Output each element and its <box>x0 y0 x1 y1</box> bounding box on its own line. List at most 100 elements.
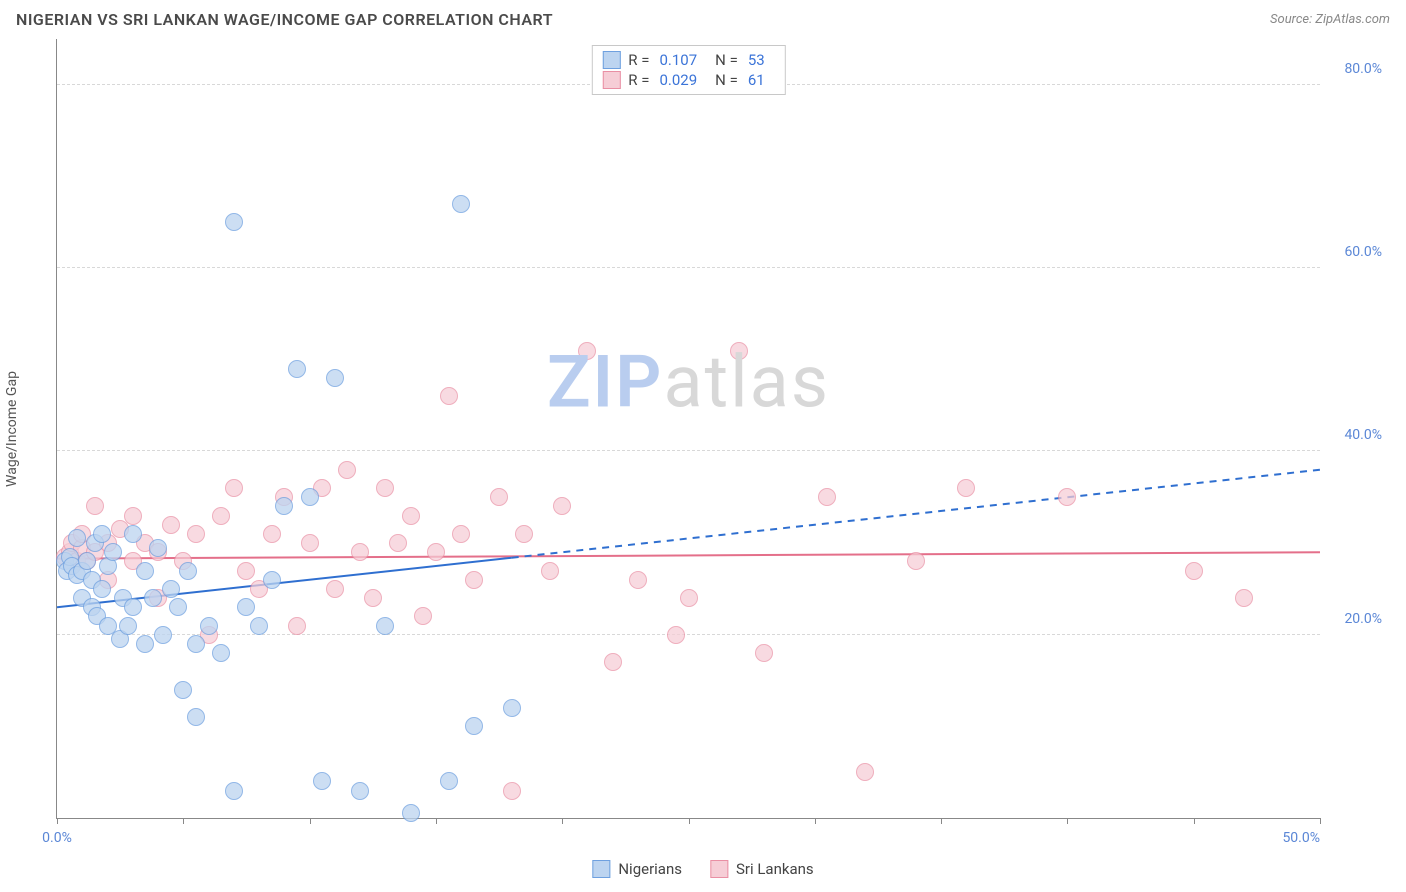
scatter-point <box>907 552 925 570</box>
scatter-point <box>364 589 382 607</box>
scatter-point <box>263 525 281 543</box>
scatter-point <box>124 598 142 616</box>
scatter-point <box>680 589 698 607</box>
scatter-point <box>119 617 137 635</box>
stats-legend: R = 0.107 N = 53 R = 0.029 N = 61 <box>591 45 785 95</box>
scatter-point <box>313 772 331 790</box>
legend-label-b: Sri Lankans <box>736 860 814 878</box>
scatter-point <box>503 782 521 800</box>
stat-r-label: R = <box>628 71 649 89</box>
scatter-point <box>604 653 622 671</box>
scatter-point <box>541 562 559 580</box>
scatter-point <box>465 717 483 735</box>
scatter-point <box>212 507 230 525</box>
scatter-point <box>402 507 420 525</box>
scatter-point <box>427 543 445 561</box>
scatter-point <box>578 342 596 360</box>
scatter-point <box>237 598 255 616</box>
scatter-point <box>326 369 344 387</box>
scatter-point <box>225 479 243 497</box>
legend-label-a: Nigerians <box>618 860 682 878</box>
scatter-point <box>1058 488 1076 506</box>
scatter-point <box>200 617 218 635</box>
scatter-point <box>730 342 748 360</box>
stat-n-a: 53 <box>746 51 775 69</box>
x-tick <box>815 818 816 824</box>
scatter-point <box>93 580 111 598</box>
scatter-point <box>338 461 356 479</box>
trend-line <box>57 552 1320 558</box>
scatter-point <box>162 580 180 598</box>
scatter-point <box>288 360 306 378</box>
stat-r-label: R = <box>628 51 649 69</box>
scatter-point <box>250 617 268 635</box>
swatch-series-a <box>602 51 620 69</box>
scatter-point <box>187 525 205 543</box>
scatter-point <box>225 213 243 231</box>
x-tick <box>57 818 58 824</box>
x-tick <box>689 818 690 824</box>
series-legend: Nigerians Sri Lankans <box>592 860 813 878</box>
scatter-point <box>629 571 647 589</box>
scatter-point <box>179 562 197 580</box>
scatter-point <box>490 488 508 506</box>
trend-line <box>512 470 1320 558</box>
scatter-point <box>149 539 167 557</box>
scatter-point <box>1235 589 1253 607</box>
scatter-point <box>1185 562 1203 580</box>
scatter-point <box>86 497 104 515</box>
x-tick-label: 50.0% <box>1282 830 1320 846</box>
swatch-series-a <box>592 860 610 878</box>
x-tick <box>310 818 311 824</box>
scatter-point <box>503 699 521 717</box>
scatter-point <box>212 644 230 662</box>
scatter-point <box>124 507 142 525</box>
scatter-point <box>169 598 187 616</box>
x-tick <box>562 818 563 824</box>
scatter-point <box>667 626 685 644</box>
scatter-point <box>104 543 122 561</box>
x-tick <box>1067 818 1068 824</box>
scatter-point <box>351 782 369 800</box>
scatter-point <box>856 763 874 781</box>
gridline <box>57 634 1320 635</box>
y-axis-label: Wage/Income Gap <box>4 371 20 487</box>
scatter-point <box>93 525 111 543</box>
scatter-point <box>124 525 142 543</box>
scatter-point <box>174 681 192 699</box>
scatter-point <box>452 195 470 213</box>
scatter-point <box>187 708 205 726</box>
stat-r-b: 0.029 <box>657 71 707 89</box>
swatch-series-b <box>710 860 728 878</box>
chart-title: NIGERIAN VS SRI LANKAN WAGE/INCOME GAP C… <box>16 10 553 29</box>
scatter-point <box>275 497 293 515</box>
scatter-point <box>68 529 86 547</box>
scatter-point <box>515 525 533 543</box>
x-tick <box>1320 818 1321 824</box>
chart-area: Wage/Income Gap ZIPatlas R = 0.107 N = 5… <box>16 39 1390 819</box>
legend-item-b: Sri Lankans <box>710 860 814 878</box>
trend-lines <box>57 39 1320 818</box>
scatter-point <box>301 534 319 552</box>
stats-row-b: R = 0.029 N = 61 <box>602 70 774 90</box>
stats-row-a: R = 0.107 N = 53 <box>602 50 774 70</box>
y-tick-label: 80.0% <box>1344 61 1382 77</box>
scatter-point <box>162 516 180 534</box>
scatter-point <box>144 589 162 607</box>
stat-n-label: N = <box>715 71 738 89</box>
scatter-point <box>440 772 458 790</box>
scatter-point <box>78 552 96 570</box>
scatter-point <box>376 617 394 635</box>
source-attribution: Source: ZipAtlas.com <box>1270 12 1390 27</box>
scatter-point <box>465 571 483 589</box>
scatter-point <box>301 488 319 506</box>
scatter-point <box>187 635 205 653</box>
stat-n-label: N = <box>715 51 738 69</box>
gridline <box>57 450 1320 451</box>
x-tick <box>436 818 437 824</box>
watermark-bold: ZIP <box>547 339 663 424</box>
scatter-point <box>154 626 172 644</box>
scatter-point <box>237 562 255 580</box>
scatter-point <box>957 479 975 497</box>
y-tick-label: 60.0% <box>1344 244 1382 260</box>
